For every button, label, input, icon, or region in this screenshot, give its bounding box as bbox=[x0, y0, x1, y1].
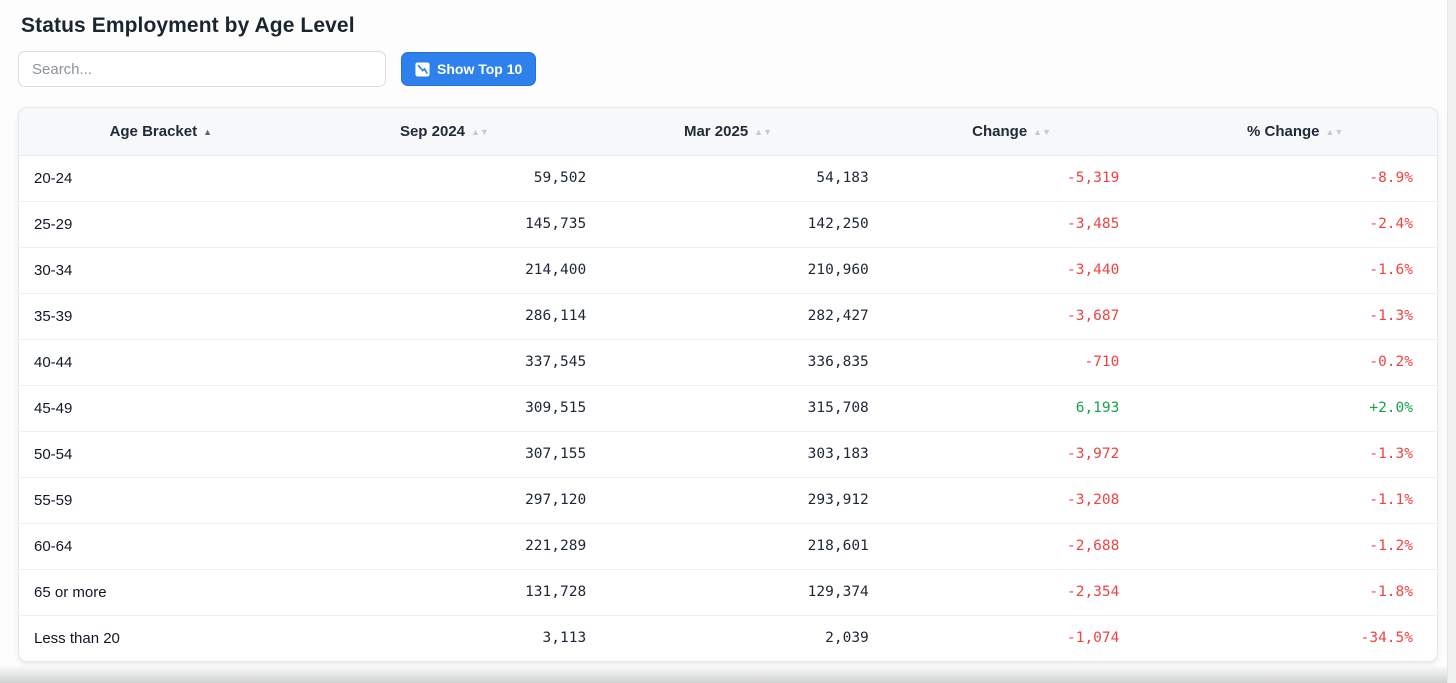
age-bracket-cell: 45-49 bbox=[19, 384, 303, 431]
mar-2025-cell: 315,708 bbox=[586, 384, 870, 431]
mar-2025-cell: 54,183 bbox=[816, 170, 869, 186]
sep-2024-cell: 307,155 bbox=[302, 430, 587, 477]
sep-2024-cell: 337,545 bbox=[302, 338, 587, 385]
age-bracket-cell: Less than 20 bbox=[19, 614, 303, 661]
scrollbar-track[interactable] bbox=[1447, 0, 1456, 683]
table-body: 20-24 59,502 54,183 -5,319 -8.9% 25-29 1… bbox=[19, 155, 1437, 661]
table-row: 35-39 286,114 282,427 -3,687 -1.3% bbox=[19, 292, 1437, 339]
page-bottom-shadow bbox=[0, 665, 1456, 683]
age-bracket-cell: 25-29 bbox=[19, 200, 303, 247]
age-bracket-cell: 55-59 bbox=[19, 476, 303, 523]
age-bracket-cell: 60-64 bbox=[19, 522, 303, 569]
pct-change-cell: -1.2% bbox=[1153, 522, 1437, 569]
sort-both-arrows: ▲▼ bbox=[754, 126, 772, 137]
change-cell: -3,485 bbox=[869, 200, 1154, 247]
table-row: 20-24 59,502 54,183 -5,319 -8.9% bbox=[19, 155, 1437, 201]
change-cell: 6,193 bbox=[869, 384, 1154, 431]
pct-change-cell: -1.3% bbox=[1153, 430, 1437, 477]
change-cell: -3,440 bbox=[869, 246, 1154, 293]
show-top-10-button[interactable]: Show Top 10 bbox=[401, 52, 537, 86]
change-cell: -2,688 bbox=[869, 522, 1154, 569]
sort-both-arrows: ▲▼ bbox=[1325, 126, 1344, 137]
mar-2025-cell: 210,960 bbox=[586, 246, 870, 293]
age-bracket-cell: 35-39 bbox=[19, 292, 303, 339]
show-top-10-label: Show Top 10 bbox=[437, 61, 523, 77]
sep-2024-cell: 221,289 bbox=[302, 522, 587, 569]
column-label: Sep 2024 bbox=[399, 122, 465, 140]
change-cell: -3,687 bbox=[869, 292, 1154, 339]
age-bracket-cell: 50-54 bbox=[19, 430, 303, 477]
graph-down-icon bbox=[415, 61, 430, 77]
sort-ascending-arrow: ▲ bbox=[203, 126, 213, 137]
employment-table: Age Bracket ▲ Sep 2024 ▲▼ Mar 2025 ▲▼ Chang… bbox=[19, 108, 1437, 661]
page-title: Status Employment by Age Level bbox=[21, 14, 355, 37]
table-row: 40-44 337,545 336,835 -710 -0.2% bbox=[19, 338, 1437, 385]
pct-change-cell: -1.6% bbox=[1153, 246, 1437, 293]
column-label: Change bbox=[972, 122, 1028, 140]
sep-2024-cell: 145,735 bbox=[302, 200, 587, 247]
table-row: 30-34 214,400 210,960 -3,440 -1.6% bbox=[19, 246, 1437, 293]
mar-2025-cell: 218,601 bbox=[586, 522, 870, 569]
column-header-change[interactable]: Change ▲▼ bbox=[869, 108, 1154, 156]
mar-2025-cell: 303,183 bbox=[586, 430, 870, 477]
sep-2024-cell: 286,114 bbox=[302, 292, 587, 339]
change-cell: -1,074 bbox=[869, 614, 1154, 661]
column-header-sep-2024[interactable]: Sep 2024 ▲▼ bbox=[302, 108, 587, 156]
age-bracket-cell: 65 or more bbox=[19, 568, 303, 615]
pct-change-cell: -1.3% bbox=[1153, 292, 1437, 339]
table-header: Age Bracket ▲ Sep 2024 ▲▼ Mar 2025 ▲▼ Chang… bbox=[19, 108, 1437, 156]
table-row: 60-64 221,289 218,601 -2,688 -1.2% bbox=[19, 522, 1437, 569]
pct-change-cell: -8.9% bbox=[1369, 170, 1413, 186]
search-input[interactable] bbox=[18, 51, 386, 87]
employment-table-card: Age Bracket ▲ Sep 2024 ▲▼ Mar 2025 ▲▼ Chang… bbox=[18, 107, 1438, 662]
sep-2024-cell: 214,400 bbox=[302, 246, 587, 293]
change-cell: -3,208 bbox=[869, 476, 1154, 523]
table-row: Less than 20 3,113 2,039 -1,074 -34.5% bbox=[19, 614, 1437, 661]
change-cell: -710 bbox=[869, 338, 1154, 385]
mar-2025-cell: 282,427 bbox=[586, 292, 870, 339]
pct-change-cell: -1.8% bbox=[1153, 568, 1437, 615]
sep-2024-cell: 131,728 bbox=[302, 568, 587, 615]
column-label: Age Bracket bbox=[109, 122, 198, 140]
pct-change-cell: +2.0% bbox=[1153, 384, 1437, 431]
mar-2025-cell: 336,835 bbox=[586, 338, 870, 385]
page-container: Status Employment by Age Level Show Top … bbox=[18, 14, 1438, 662]
table-row: 50-54 307,155 303,183 -3,972 -1.3% bbox=[19, 430, 1437, 477]
toolbar: Show Top 10 bbox=[18, 51, 1438, 87]
change-cell: -3,972 bbox=[869, 430, 1154, 477]
mar-2025-cell: 142,250 bbox=[586, 200, 870, 247]
table-row: 45-49 309,515 315,708 6,193 +2.0% bbox=[19, 384, 1437, 431]
pct-change-cell: -1.1% bbox=[1153, 476, 1437, 523]
column-header-age-bracket[interactable]: Age Bracket ▲ bbox=[19, 108, 303, 156]
sort-both-arrows: ▲▼ bbox=[471, 126, 489, 137]
age-bracket-cell: 20-24 bbox=[34, 169, 73, 187]
sep-2024-cell: 309,515 bbox=[302, 384, 587, 431]
sep-2024-cell: 3,113 bbox=[302, 614, 587, 661]
mar-2025-cell: 2,039 bbox=[586, 614, 870, 661]
column-header-pct-change[interactable]: % Change ▲▼ bbox=[1153, 108, 1437, 156]
table-row: 65 or more 131,728 129,374 -2,354 -1.8% bbox=[19, 568, 1437, 615]
table-row: 25-29 145,735 142,250 -3,485 -2.4% bbox=[19, 200, 1437, 247]
column-label: Mar 2025 bbox=[683, 122, 749, 140]
table-row: 55-59 297,120 293,912 -3,208 -1.1% bbox=[19, 476, 1437, 523]
pct-change-cell: -34.5% bbox=[1153, 614, 1437, 661]
age-bracket-cell: 40-44 bbox=[19, 338, 303, 385]
sep-2024-cell: 297,120 bbox=[302, 476, 587, 523]
column-header-mar-2025[interactable]: Mar 2025 ▲▼ bbox=[586, 108, 870, 156]
sort-both-arrows: ▲▼ bbox=[1033, 126, 1051, 137]
age-bracket-cell: 30-34 bbox=[19, 246, 303, 293]
sep-2024-cell: 59,502 bbox=[533, 170, 587, 186]
column-label: % Change bbox=[1247, 122, 1320, 140]
pct-change-cell: -2.4% bbox=[1153, 200, 1437, 247]
mar-2025-cell: 129,374 bbox=[586, 568, 870, 615]
change-cell: -2,354 bbox=[869, 568, 1154, 615]
pct-change-cell: -0.2% bbox=[1153, 338, 1437, 385]
change-cell: -5,319 bbox=[1066, 170, 1120, 186]
mar-2025-cell: 293,912 bbox=[586, 476, 870, 523]
